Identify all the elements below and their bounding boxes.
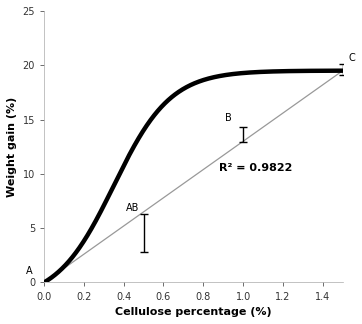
Text: C: C <box>349 53 355 63</box>
Text: R² = 0.9822: R² = 0.9822 <box>219 163 292 173</box>
X-axis label: Cellulose percentage (%): Cellulose percentage (%) <box>115 307 272 317</box>
Text: AB: AB <box>126 203 139 213</box>
Text: B: B <box>225 113 232 123</box>
Y-axis label: Weight gain (%): Weight gain (%) <box>7 97 17 197</box>
Text: A: A <box>26 266 33 276</box>
